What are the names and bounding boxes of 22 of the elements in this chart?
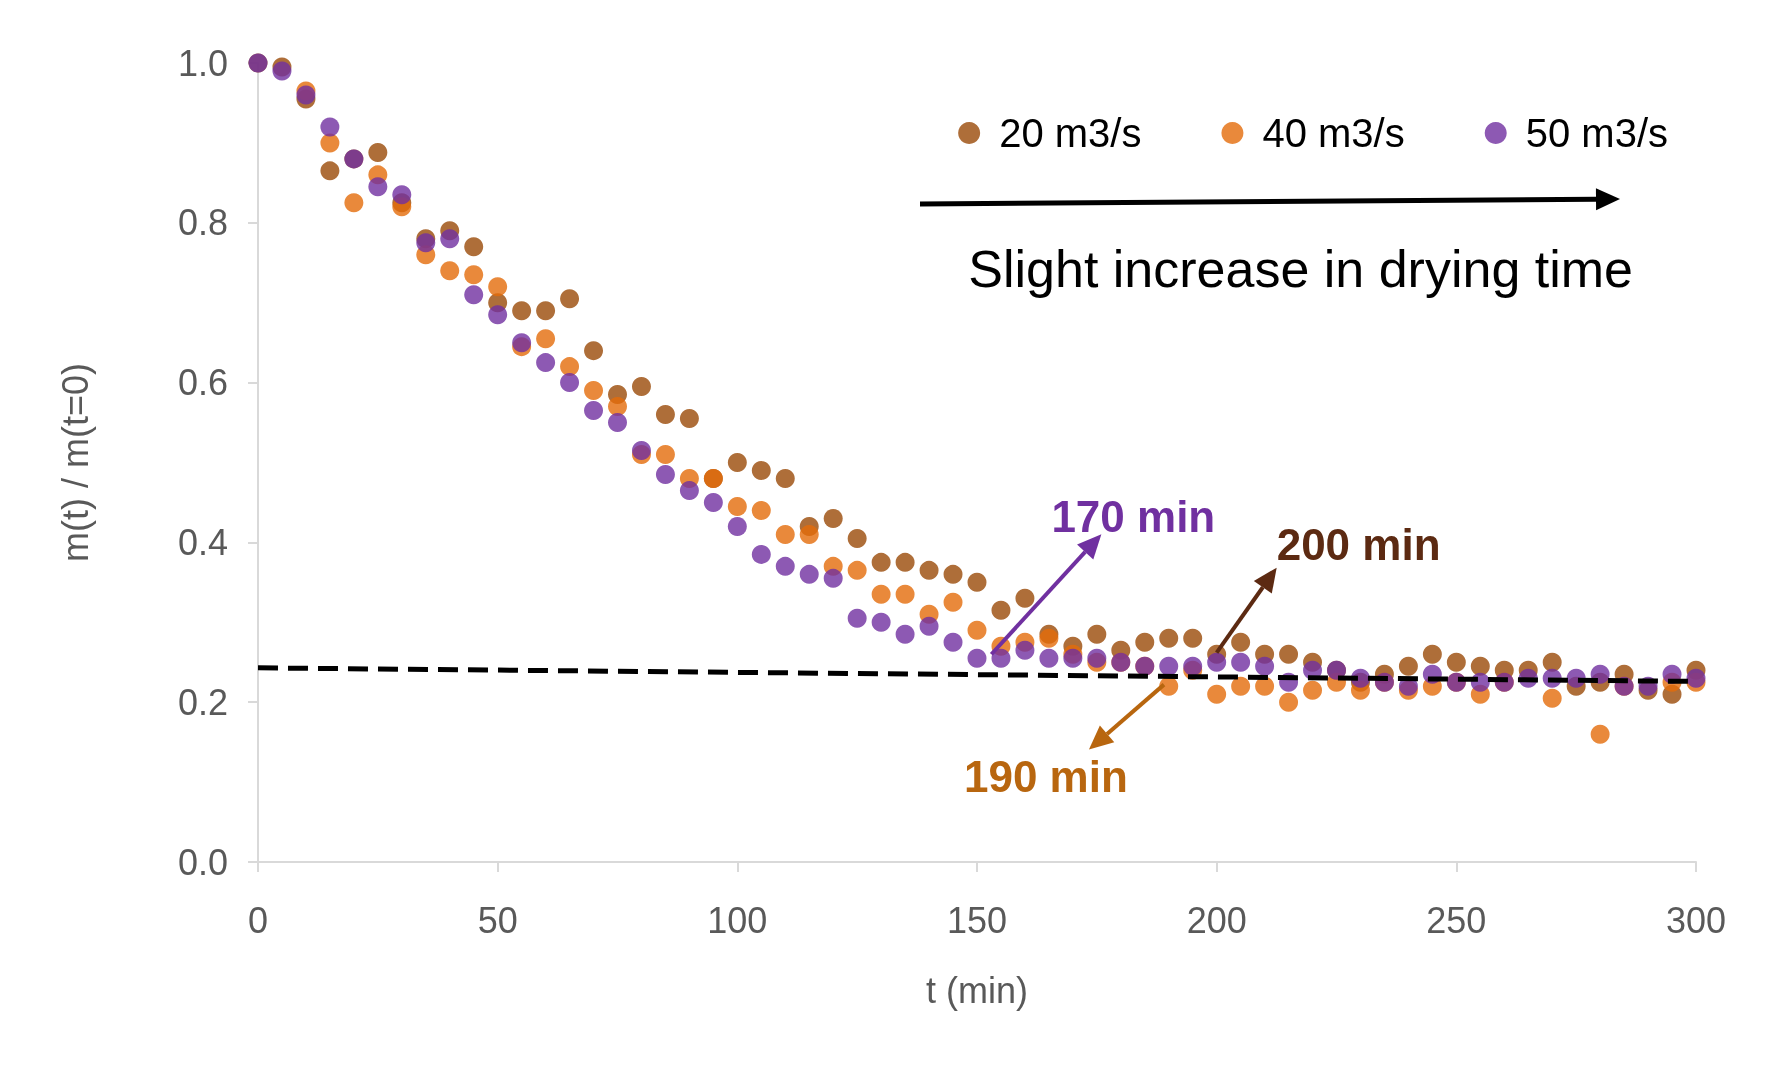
x-tick-label: 300 — [1665, 899, 1727, 941]
annotation: 200 min — [1276, 520, 1441, 570]
y-tick-label: 0.2 — [177, 681, 228, 723]
y-tick-label: 1.0 — [177, 42, 228, 84]
x-tick-label: 100 — [707, 899, 768, 941]
y-tick-label: 0.4 — [177, 521, 228, 563]
x-tick-label: 0 — [247, 899, 269, 941]
x-axis-title: t (min) — [926, 969, 1028, 1011]
annotation: 170 min — [1051, 491, 1216, 541]
x-tick-label: 250 — [1426, 899, 1487, 941]
x-tick-label: 50 — [477, 899, 518, 941]
legend-label: 50 m3/s — [1525, 111, 1669, 155]
x-tick-label: 200 — [1186, 899, 1247, 941]
y-axis-title: m(t) / m(t=0) — [54, 363, 96, 562]
x-tick-label: 150 — [946, 899, 1008, 941]
annotation: 190 min — [963, 752, 1128, 802]
legend-label: 20 m3/s — [999, 111, 1142, 155]
y-tick-label: 0.8 — [177, 202, 228, 244]
y-tick-label: 0.6 — [177, 362, 228, 404]
y-tick-label: 0.0 — [177, 841, 228, 883]
legend-label: 40 m3/s — [1262, 111, 1405, 155]
annotation: Slight increase in drying time — [968, 240, 1634, 298]
